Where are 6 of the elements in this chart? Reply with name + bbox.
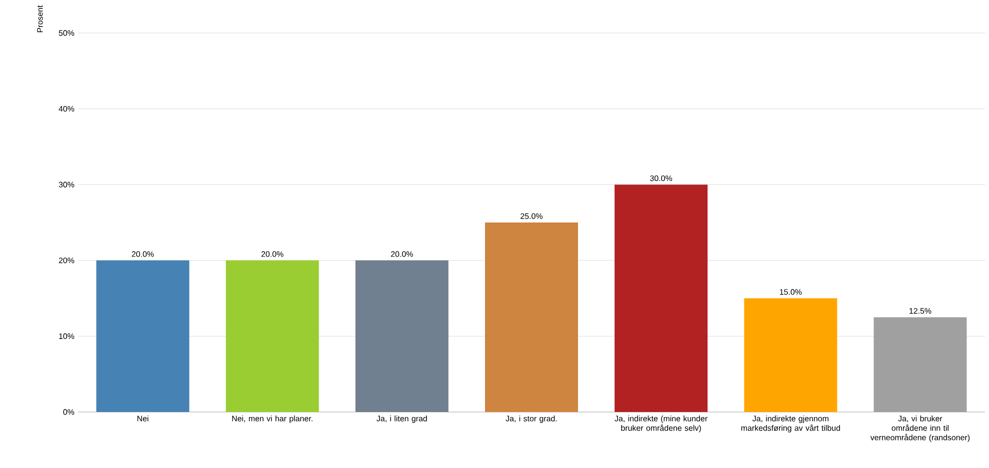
bar: [744, 298, 838, 412]
bar: [355, 260, 448, 412]
bar: [485, 222, 578, 412]
bar: [96, 260, 190, 412]
bar: [614, 184, 708, 412]
bar: [226, 260, 319, 412]
